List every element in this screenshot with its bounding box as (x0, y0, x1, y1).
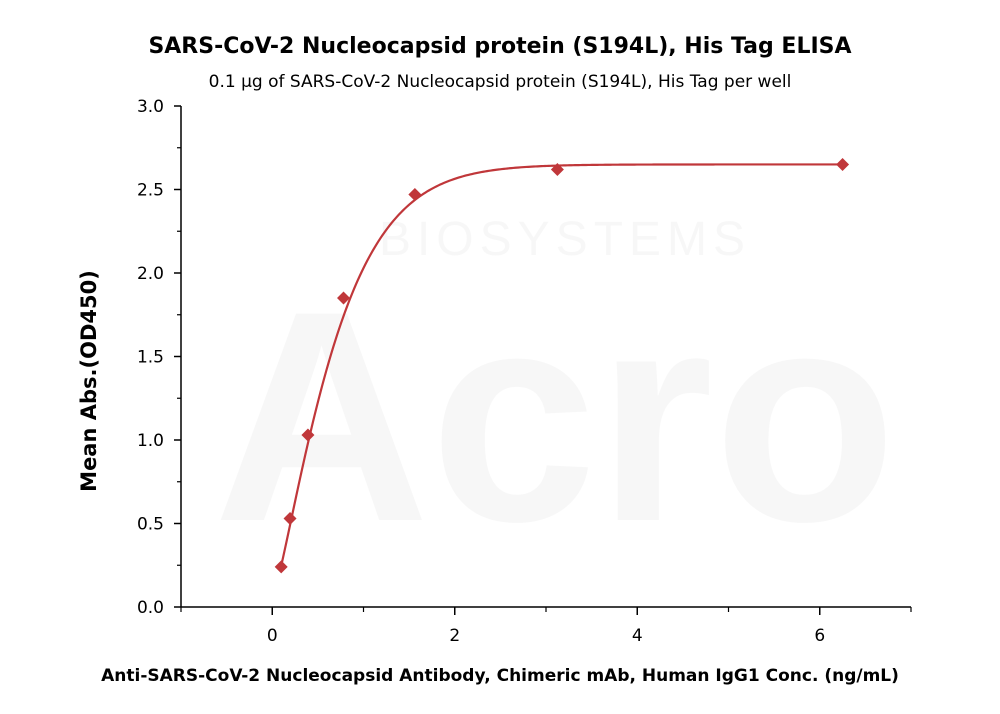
data-point (836, 157, 850, 171)
watermark-brand: Acro (213, 248, 897, 584)
y-tick-label: 2.5 (137, 181, 164, 201)
y-tick-label: 1.5 (137, 348, 164, 368)
y-tick-label: 3.0 (137, 97, 164, 117)
x-axis-label: Anti-SARS-CoV-2 Nucleocapsid Antibody, C… (101, 666, 899, 686)
data-point (274, 560, 288, 574)
y-tick-label: 0.5 (137, 515, 164, 535)
data-point (283, 511, 297, 525)
x-tick-label: 6 (814, 626, 825, 646)
y-axis-label: Mean Abs.(OD450) (77, 270, 101, 492)
data-point (408, 188, 422, 202)
data-point (337, 291, 351, 305)
x-tick-label: 0 (267, 626, 278, 646)
watermark: Acro BIOSYSTEMS (213, 213, 897, 584)
fit-curve-layer (280, 163, 843, 567)
chart-subtitle: 0.1 μg of SARS-CoV-2 Nucleocapsid protei… (208, 72, 792, 92)
y-tick-label: 1.0 (137, 431, 164, 451)
data-points-layer (274, 157, 850, 574)
data-point (550, 162, 564, 176)
axes: 0.0 0.5 1.0 1.5 2.0 2.5 3.0 0 2 4 6 (137, 97, 912, 646)
data-point (301, 428, 315, 442)
y-tick-label: 2.0 (137, 264, 164, 284)
x-tick-label: 4 (632, 626, 643, 646)
chart-title: SARS-CoV-2 Nucleocapsid protein (S194L),… (148, 34, 852, 59)
watermark-sub: BIOSYSTEMS (379, 213, 751, 266)
y-tick-label: 0.0 (137, 598, 164, 618)
x-tick-label: 2 (449, 626, 460, 646)
fit-curve (280, 163, 843, 567)
